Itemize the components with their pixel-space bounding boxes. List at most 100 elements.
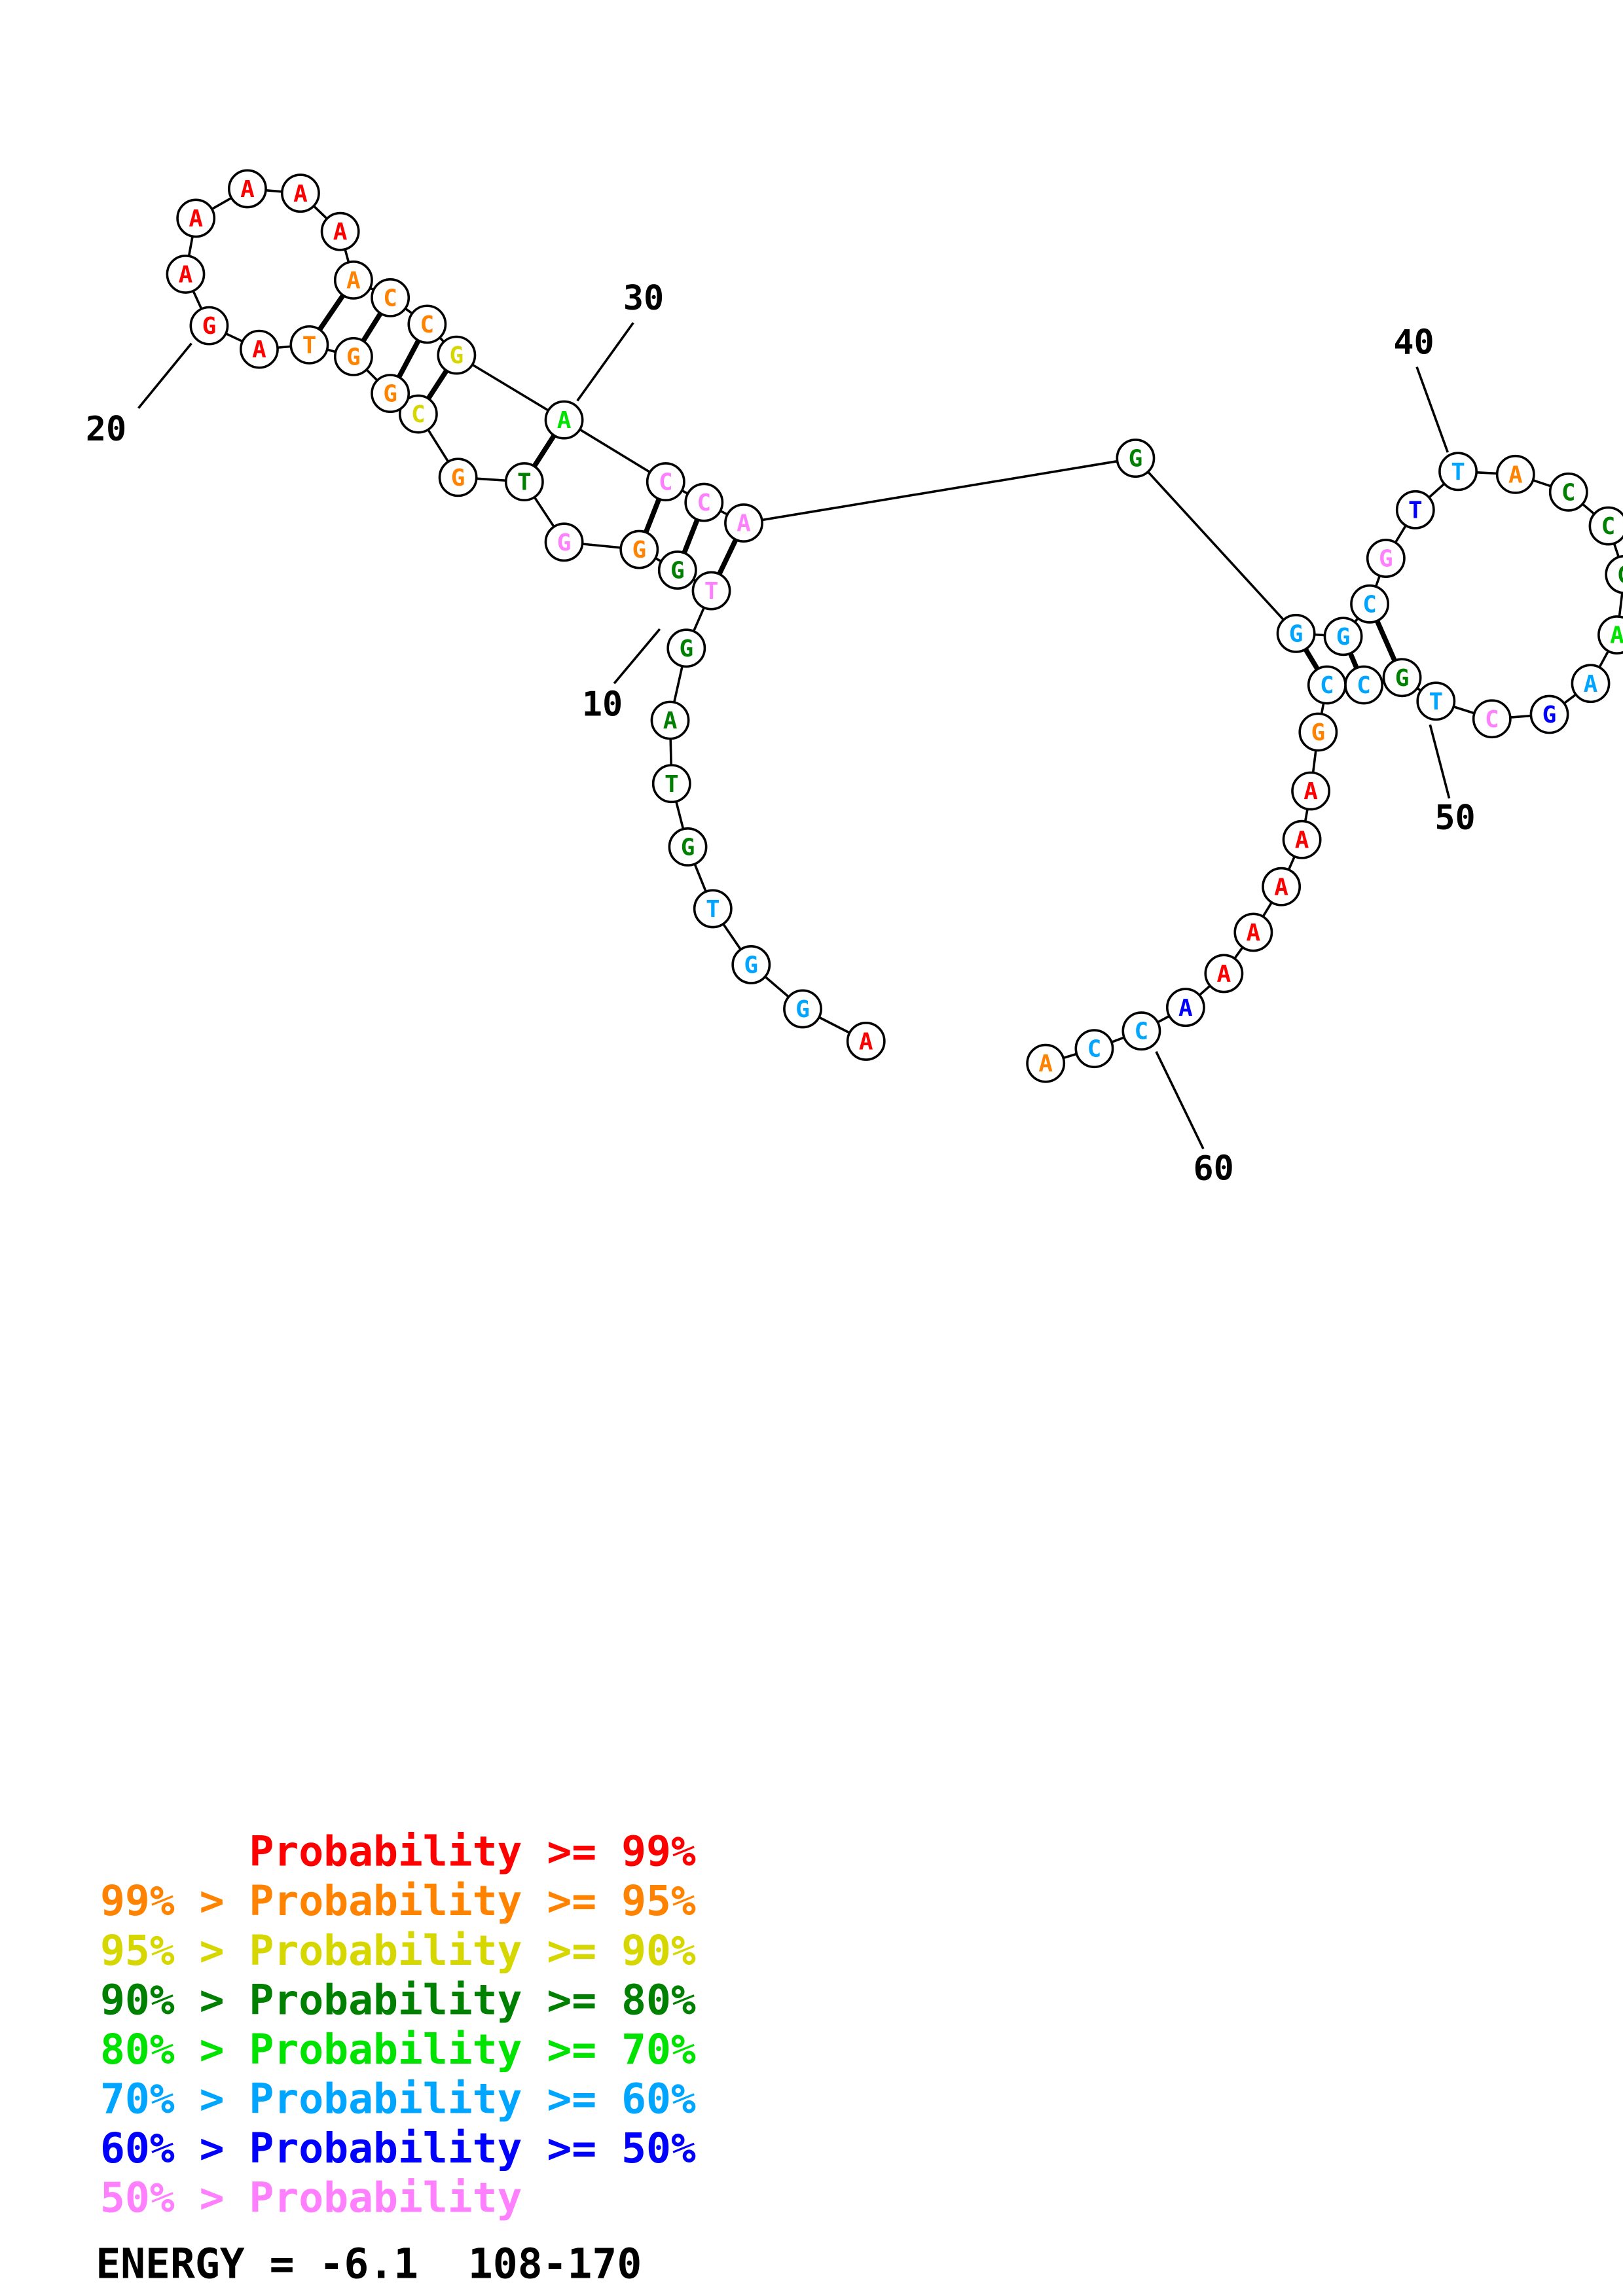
nucleotide-56: A	[1262, 867, 1302, 906]
nucleotide-1: A	[846, 1021, 886, 1061]
nucleotide-letter: T	[1451, 459, 1465, 486]
nucleotide-circle	[1233, 912, 1273, 952]
nucleotide-circle	[189, 306, 229, 346]
nucleotide-61: C	[1074, 1029, 1114, 1069]
nucleotide-letter: C	[411, 401, 426, 428]
nucleotide-46: A	[1571, 664, 1611, 704]
nucleotide-letter: A	[859, 1029, 873, 1056]
nucleotide-circle	[333, 336, 373, 376]
nucleotide-55: A	[1282, 819, 1322, 859]
nucleotide-letter: G	[202, 313, 217, 340]
nucleotide-letter: C	[1362, 591, 1377, 618]
nucleotide-39: T	[1395, 490, 1435, 529]
nucleotide-circle	[371, 278, 410, 317]
nucleotide-circle	[1307, 665, 1347, 705]
nucleotide-letter: G	[1379, 546, 1393, 573]
nucleotide-circle	[176, 198, 216, 238]
nucleotide-letter: G	[1395, 665, 1410, 692]
nucleotide-circle	[437, 335, 477, 375]
nucleotide-circle	[1395, 490, 1435, 529]
nucleotide-circle	[333, 260, 373, 300]
nucleotide-letter: G	[632, 537, 646, 564]
nucleotide-circle	[1597, 615, 1623, 655]
position-label-line	[1155, 1050, 1205, 1149]
nucleotide-60: C	[1122, 1011, 1161, 1051]
nucleotide-letter: A	[1178, 995, 1193, 1022]
nucleotide-letter: C	[1601, 513, 1616, 540]
nucleotide-circle	[1074, 1029, 1114, 1069]
nucleotide-letter: A	[252, 336, 266, 363]
nucleotide-25: A	[320, 211, 360, 251]
nucleotide-circle	[438, 457, 478, 497]
position-label: 60	[1193, 1149, 1233, 1188]
nucleotide-31: C	[646, 462, 685, 501]
nucleotide-circle	[783, 989, 822, 1029]
legend-layer: Probability >= 99%99% > Probability >= 9…	[96, 1828, 696, 2288]
nucleotide-11: G	[619, 529, 659, 569]
nucleotide-letter: A	[1274, 874, 1288, 901]
nucleotide-17: G	[333, 336, 373, 376]
position-label-line	[137, 342, 192, 409]
nucleotide-38: G	[1366, 539, 1406, 578]
nucleotide-letter: T	[665, 771, 679, 798]
energy-label: ENERGY = -6.1 108-170	[96, 2240, 642, 2288]
nucleotide-8: G	[666, 628, 706, 668]
nucleotide-29: G	[437, 335, 477, 375]
nucleotide-circle	[619, 529, 659, 569]
nucleotide-circle	[1298, 712, 1338, 752]
nucleotide-letter: G	[670, 558, 685, 584]
nucleotide-circle	[1588, 506, 1623, 546]
nucleotide-letter: C	[420, 312, 435, 338]
nucleotide-5: G	[668, 827, 708, 867]
nucleotide-letter: G	[1289, 620, 1304, 647]
nucleotide-circle	[724, 503, 763, 543]
nucleotide-letter: A	[1247, 920, 1261, 946]
nucleotide-20: G	[189, 306, 229, 346]
nucleotide-62: A	[1026, 1043, 1066, 1083]
nucleotide-41: A	[1495, 454, 1535, 494]
nucleotide-36: G	[1323, 617, 1363, 656]
nucleotide-circle	[666, 628, 706, 668]
backbone-line	[456, 354, 565, 422]
position-label-line	[1415, 367, 1449, 453]
nucleotide-letter: C	[659, 469, 673, 496]
nucleotide-letter: A	[179, 261, 193, 288]
position-label: 30	[623, 279, 664, 318]
nucleotide-letter: G	[795, 996, 810, 1023]
legend-entry: 99% > Probability >= 95%	[100, 1877, 696, 1925]
nucleotide-circle	[1350, 584, 1389, 624]
nucleotide-circle	[544, 400, 584, 440]
nucleotide-circle	[289, 325, 329, 365]
nucleotide-letter: G	[1617, 562, 1623, 588]
nucleotide-50: G	[1382, 658, 1422, 698]
nucleotide-45: A	[1597, 615, 1623, 655]
nucleotide-circle	[1529, 694, 1569, 734]
nucleotide-circle	[1204, 954, 1244, 994]
nucleotide-letter: A	[1584, 671, 1598, 698]
backbone-layer	[184, 187, 1623, 1065]
nucleotide-53: G	[1298, 712, 1338, 752]
nucleotide-circle	[371, 374, 410, 414]
nucleotide-letter: G	[451, 465, 465, 492]
nucleotide-circle	[651, 764, 691, 804]
nucleotide-letter: A	[1304, 778, 1318, 805]
nucleotide-9: T	[691, 571, 731, 611]
nucleotide-13: T	[504, 462, 544, 501]
nucleotide-circle	[646, 462, 685, 501]
nucleotide-circle	[691, 571, 731, 611]
legend-entry: Probability >= 99%	[100, 1828, 696, 1876]
nucleotide-22: A	[176, 198, 216, 238]
nucleotide-44: G	[1605, 554, 1623, 594]
legend-entry: 60% > Probability >= 50%	[100, 2125, 696, 2172]
nucleotide-7: A	[650, 700, 690, 740]
nucleotide-letter: C	[383, 285, 397, 312]
nucleotide-circle	[1291, 771, 1331, 811]
nucleotide-circle	[1472, 699, 1512, 739]
nucleotide-letter: C	[1320, 672, 1334, 699]
backbone-line	[743, 457, 1136, 524]
legend-entry: 70% > Probability >= 60%	[100, 2075, 696, 2123]
nucleotide-circle	[1323, 617, 1363, 656]
nucleotide-letter: G	[383, 381, 397, 408]
nucleotide-14: G	[438, 457, 478, 497]
